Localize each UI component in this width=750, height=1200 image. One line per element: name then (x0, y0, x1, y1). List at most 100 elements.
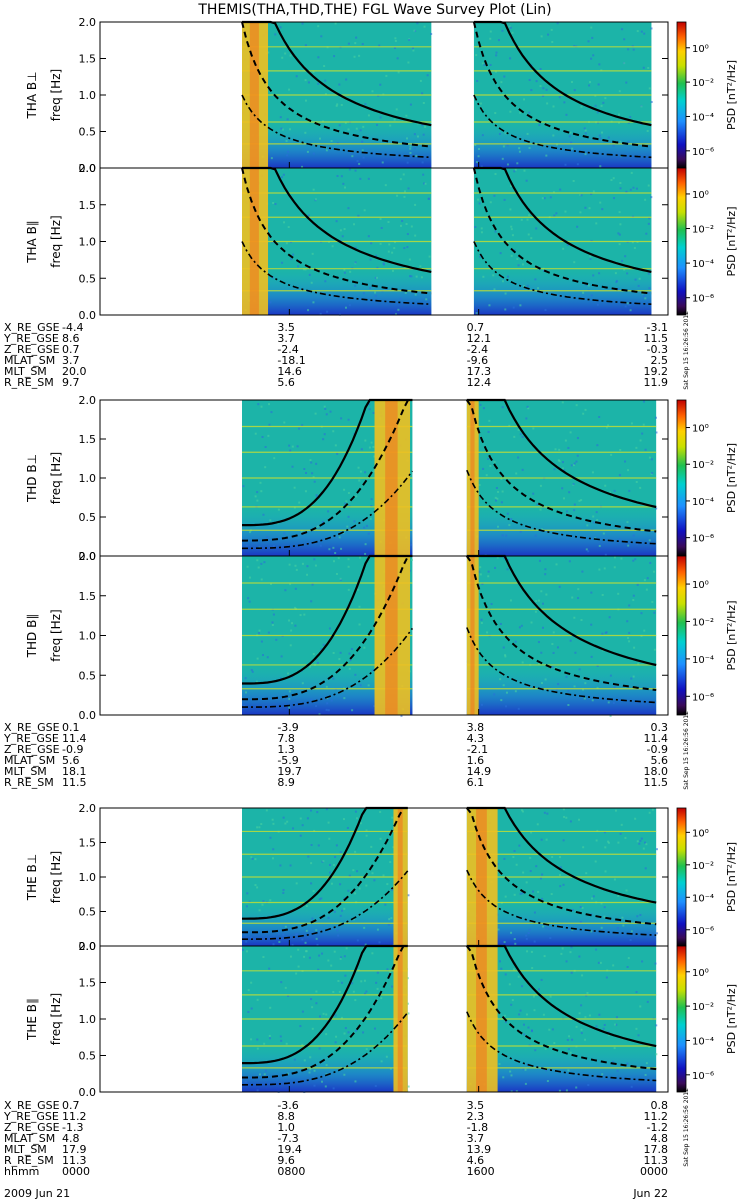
noise-speckle (358, 605, 361, 608)
noise-speckle (480, 618, 483, 621)
noise-speckle (303, 955, 306, 958)
noise-speckle (373, 455, 376, 458)
ephemeris-row-label: X_RE_GSE (4, 721, 60, 734)
noise-speckle (364, 103, 367, 106)
noise-speckle (251, 670, 254, 673)
noise-speckle (581, 688, 584, 691)
noise-speckle (481, 134, 484, 137)
noise-speckle (571, 596, 574, 599)
noise-speckle (618, 90, 621, 93)
noise-speckle (545, 927, 548, 930)
y-tick-label: 2.0 (79, 162, 97, 175)
noise-speckle (495, 51, 498, 54)
noise-speckle (369, 286, 372, 289)
noise-speckle (261, 654, 264, 657)
ephemeris-value: -4.4 (62, 321, 84, 334)
noise-speckle (352, 918, 355, 921)
noise-speckle (290, 629, 293, 632)
noise-speckle (635, 1027, 638, 1030)
noise-speckle (520, 624, 523, 627)
generation-timestamp: Sat Sep 15 16:26:56 2012 (683, 711, 690, 790)
noise-speckle (655, 932, 658, 935)
noise-speckle (626, 620, 629, 623)
noise-speckle (410, 225, 413, 228)
noise-speckle (406, 1002, 409, 1005)
noise-speckle (269, 583, 272, 586)
noise-speckle (557, 683, 560, 686)
noise-speckle (393, 46, 396, 49)
noise-speckle (559, 866, 562, 869)
noise-speckle (406, 246, 409, 249)
ephemeris-value: 0000 (62, 1165, 90, 1178)
high-psd-core (249, 168, 259, 315)
noise-speckle (580, 105, 583, 108)
noise-speckle (642, 66, 645, 69)
ephemeris-value: 11.5 (643, 776, 669, 789)
noise-speckle (564, 210, 567, 213)
noise-speckle (526, 1063, 529, 1066)
noise-speckle (609, 714, 612, 717)
noise-speckle (365, 884, 368, 887)
noise-speckle (646, 1000, 649, 1003)
noise-speckle (324, 407, 327, 410)
noise-speckle (510, 1090, 513, 1093)
noise-speckle (356, 870, 359, 873)
noise-speckle (488, 419, 491, 422)
noise-speckle (646, 129, 649, 132)
noise-speckle (298, 427, 301, 430)
noise-speckle (502, 646, 505, 649)
noise-speckle (603, 906, 606, 909)
noise-speckle (297, 948, 300, 951)
noise-speckle (357, 214, 360, 217)
noise-speckle (598, 272, 601, 275)
noise-speckle (295, 972, 298, 975)
noise-speckle (630, 677, 633, 680)
noise-speckle (359, 470, 362, 473)
noise-speckle (361, 140, 364, 143)
ephemeris-value: 0.3 (650, 721, 669, 734)
noise-speckle (325, 413, 328, 416)
noise-speckle (268, 967, 271, 970)
noise-speckle (600, 902, 603, 905)
noise-speckle (423, 182, 426, 185)
noise-speckle (562, 808, 565, 811)
noise-speckle (653, 648, 656, 651)
noise-speckle (583, 697, 586, 700)
noise-speckle (627, 469, 630, 472)
noise-speckle (325, 1073, 328, 1076)
noise-speckle (651, 808, 654, 811)
noise-speckle (310, 998, 313, 1001)
noise-speckle (376, 123, 379, 126)
noise-speckle (632, 534, 635, 537)
noise-speckle (523, 98, 526, 101)
noise-speckle (587, 284, 590, 287)
colorbar-tick-label: 10⁻⁶ (692, 1071, 714, 1082)
ephemeris-value: 11.5 (62, 776, 87, 789)
noise-speckle (280, 176, 283, 179)
noise-speckle (374, 291, 377, 294)
noise-speckle (376, 266, 379, 269)
noise-speckle (549, 196, 552, 199)
noise-speckle (310, 600, 313, 603)
noise-speckle (558, 448, 561, 451)
noise-speckle (254, 858, 257, 861)
noise-speckle (588, 207, 591, 210)
noise-speckle (371, 669, 374, 672)
noise-speckle (347, 889, 350, 892)
noise-speckle (242, 485, 245, 488)
noise-speckle (554, 448, 557, 451)
noise-speckle (550, 893, 553, 896)
noise-speckle (323, 405, 326, 408)
noise-speckle (487, 457, 490, 460)
noise-speckle (636, 30, 639, 33)
noise-speckle (569, 951, 572, 954)
noise-speckle (379, 83, 382, 86)
noise-speckle (310, 862, 313, 865)
colorbar-tick-label: 10⁻² (692, 1002, 714, 1013)
noise-speckle (416, 22, 419, 25)
noise-speckle (533, 940, 536, 943)
noise-speckle (318, 713, 321, 716)
y-axis-label: freq [Hz] (49, 69, 63, 121)
noise-speckle (615, 1016, 618, 1019)
noise-speckle (510, 225, 513, 228)
